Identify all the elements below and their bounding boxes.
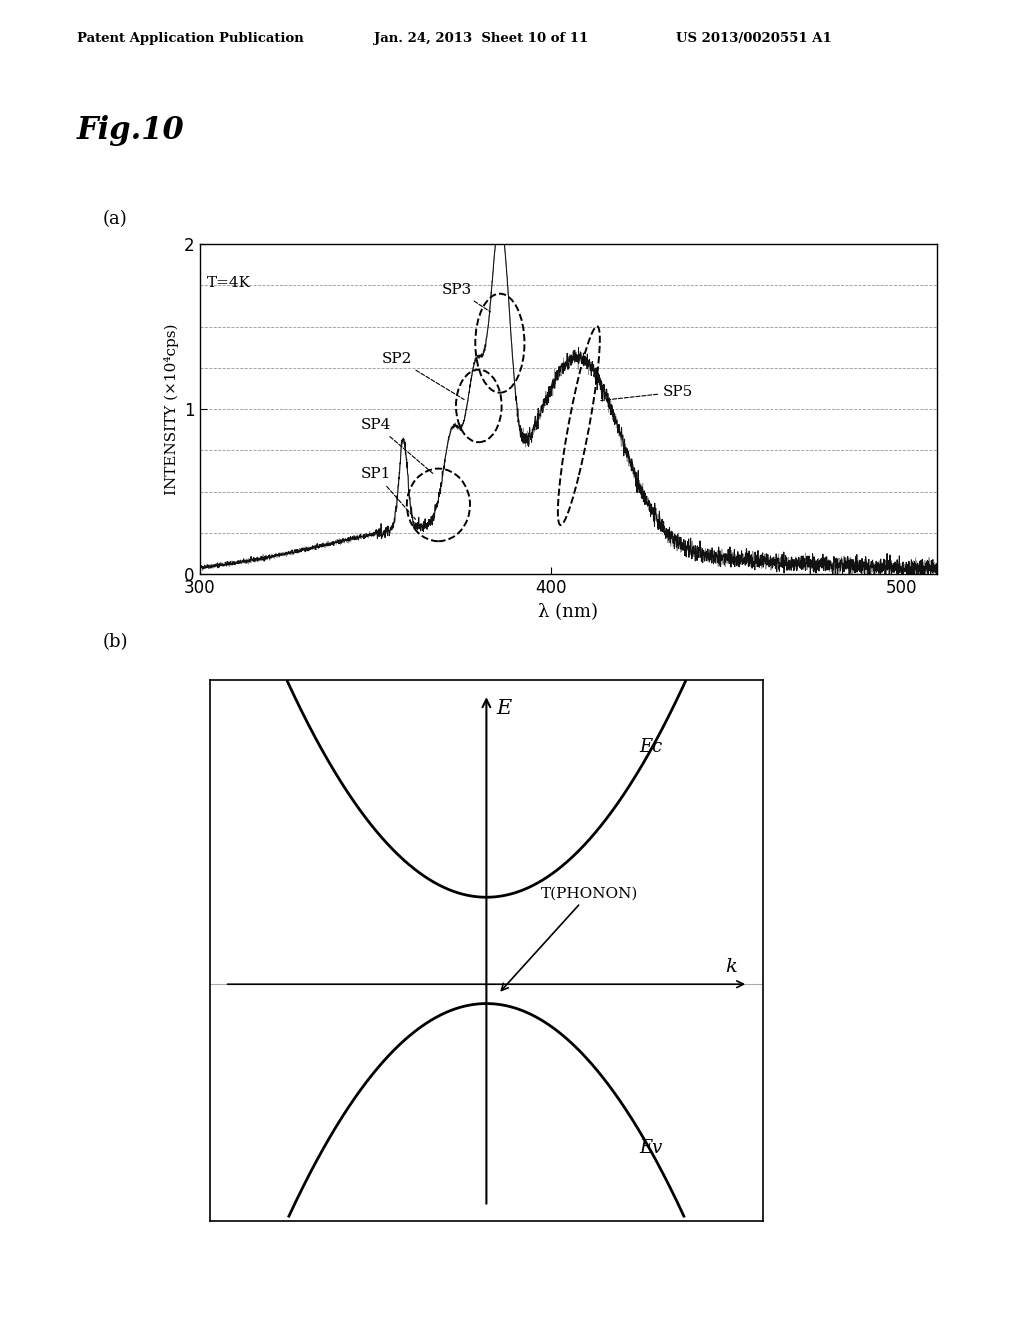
Text: SP1: SP1 [361,467,416,519]
Text: SP3: SP3 [442,282,490,312]
Text: T(PHONON): T(PHONON) [502,886,638,990]
Text: Fig.10: Fig.10 [77,115,184,145]
Text: k: k [725,958,737,975]
Text: T=4K: T=4K [207,276,251,290]
Text: (b): (b) [102,632,128,651]
Text: SP4: SP4 [361,418,433,474]
Text: (a): (a) [102,210,127,228]
Y-axis label: INTENSITY (×10⁴cps): INTENSITY (×10⁴cps) [164,323,178,495]
Text: US 2013/0020551 A1: US 2013/0020551 A1 [676,32,831,45]
Text: SP2: SP2 [382,352,464,400]
Text: Patent Application Publication: Patent Application Publication [77,32,303,45]
Text: E: E [497,698,512,718]
Text: Jan. 24, 2013  Sheet 10 of 11: Jan. 24, 2013 Sheet 10 of 11 [374,32,588,45]
Text: Ev: Ev [639,1139,663,1158]
Text: SP5: SP5 [599,385,693,401]
X-axis label: λ (nm): λ (nm) [539,603,598,620]
Text: Ec: Ec [639,738,663,756]
